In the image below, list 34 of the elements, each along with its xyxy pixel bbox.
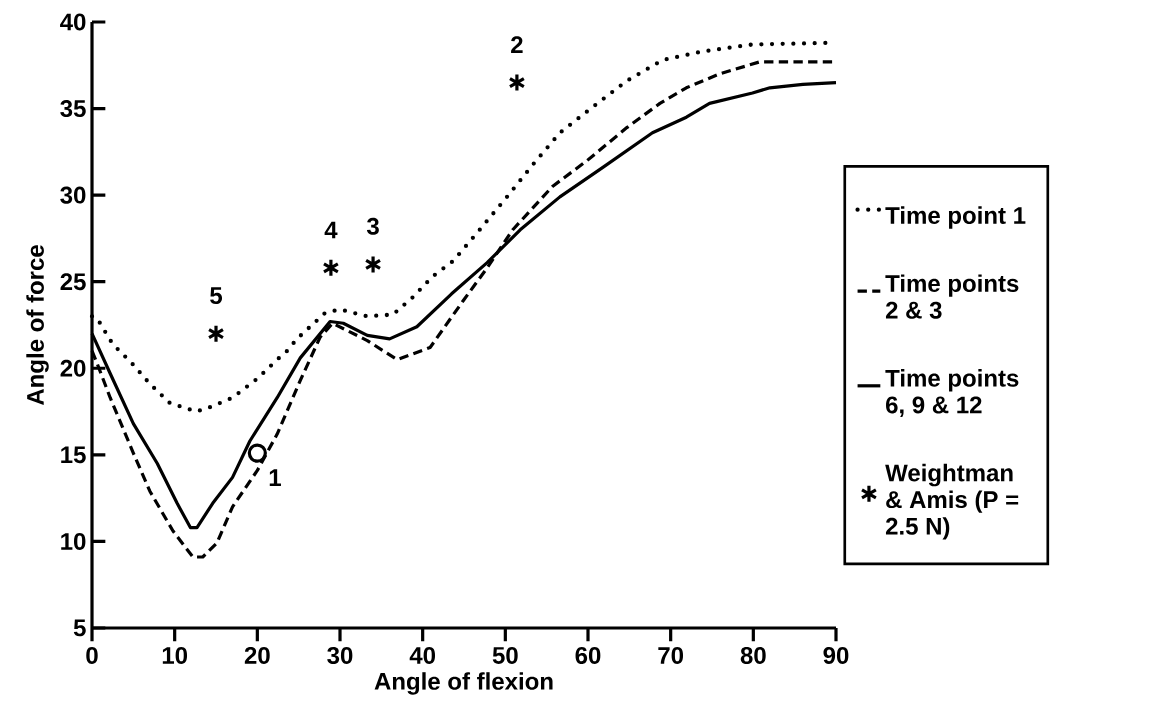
legend-label: Time point 1 [885,206,1026,229]
x-tick-label: 0 [86,646,98,664]
y-tick-label: 40 [60,13,86,31]
y-tick-label: 15 [61,446,86,464]
y-tick-label: 20 [60,359,86,377]
annotation: 3 [366,217,379,235]
legend-label: Weightman & Amis (P = 2.5 N) [885,463,1019,540]
annotation: 1 [269,469,281,486]
x-tick-label: 10 [162,646,188,664]
point [508,72,526,93]
x-tick-label: 40 [409,646,436,664]
x-tick-label: 60 [575,646,601,664]
y-tick-label: 5 [73,619,86,637]
annotation: 5 [210,287,223,305]
x-tick-label: 80 [740,646,766,664]
legend-label: Time points 2 & 3 [885,274,1019,319]
annotation: 4 [324,221,338,239]
y-tick-label: 35 [60,100,86,118]
x-tick-label: 50 [492,646,518,664]
x-tick-label: 70 [658,646,684,664]
point [247,443,267,463]
x-tick-label: 30 [327,646,353,664]
y-tick-label: 25 [60,273,86,291]
y-axis-title: Angle of force [26,245,49,406]
x-axis-title: Angle of flexion [374,672,553,695]
annotation: 2 [511,36,523,53]
x-tick-label: 90 [823,646,849,664]
y-tick-label: 10 [61,532,86,550]
y-tick-label: 30 [60,186,86,204]
point [207,324,225,344]
point [364,254,382,274]
legend-label: Time points 6, 9 & 12 [885,369,1019,417]
point [322,258,340,278]
x-tick-label: 20 [244,646,270,664]
